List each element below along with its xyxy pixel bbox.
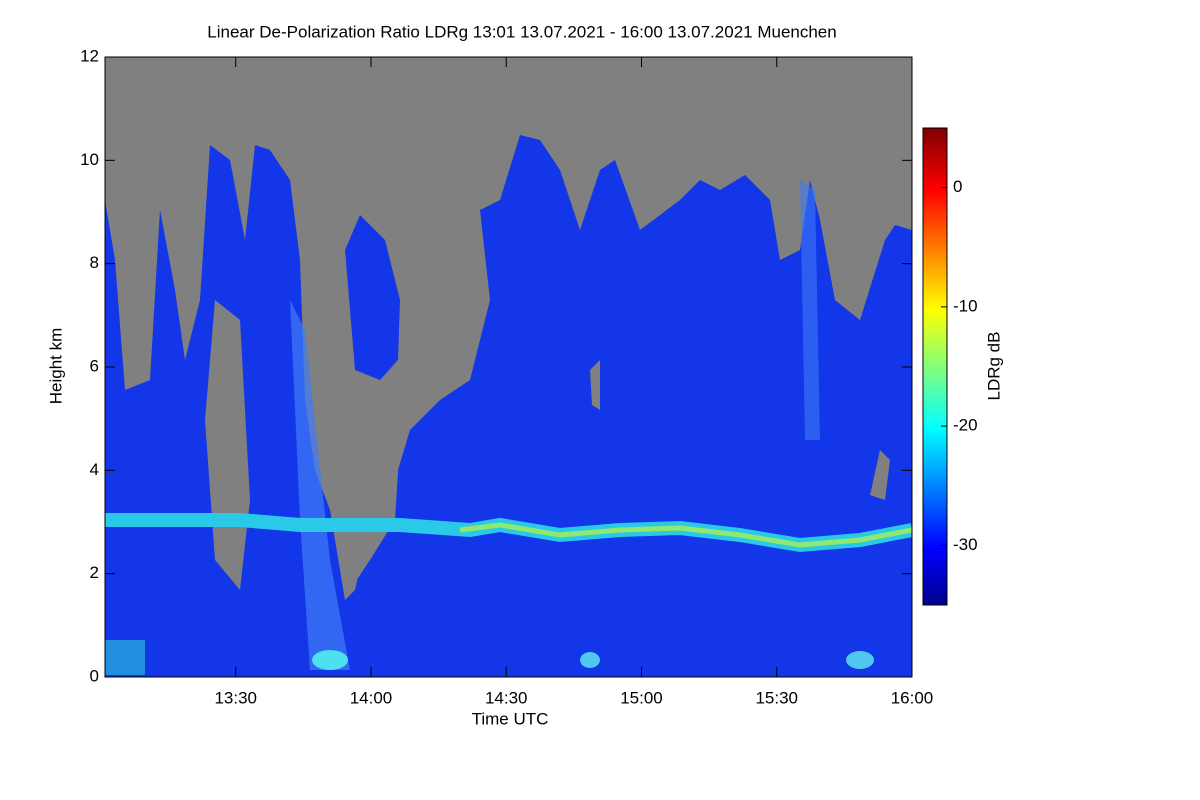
x-tick-label: 13:30 — [214, 688, 257, 707]
colorbar-tick-label: -10 — [953, 296, 978, 315]
heatmap — [105, 57, 912, 677]
y-tick-label: 6 — [90, 356, 99, 375]
x-tick-label: 15:30 — [755, 688, 798, 707]
colorbar-tick-label: 0 — [953, 177, 962, 196]
y-tick-label: 10 — [80, 150, 99, 169]
colorbar-tick-label: -20 — [953, 416, 978, 435]
x-tick-label: 16:00 — [891, 688, 934, 707]
y-tick-label: 0 — [90, 666, 99, 685]
x-axis-label: Time UTC — [472, 709, 549, 728]
y-tick-label: 2 — [90, 563, 99, 582]
y-tick-label: 4 — [90, 460, 99, 479]
colorbar-tick-label: -30 — [953, 535, 978, 554]
colorbar-label: LDRg dB — [984, 332, 1003, 401]
x-tick-label: 15:00 — [620, 688, 663, 707]
y-axis-label: Height km — [46, 328, 65, 405]
x-tick-label: 14:00 — [350, 688, 393, 707]
y-tick-label: 12 — [80, 46, 99, 65]
chart-title: Linear De-Polarization Ratio LDRg 13:01 … — [207, 22, 836, 41]
y-tick-label: 8 — [90, 253, 99, 272]
colorbar — [922, 127, 948, 606]
x-tick-label: 14:30 — [485, 688, 528, 707]
